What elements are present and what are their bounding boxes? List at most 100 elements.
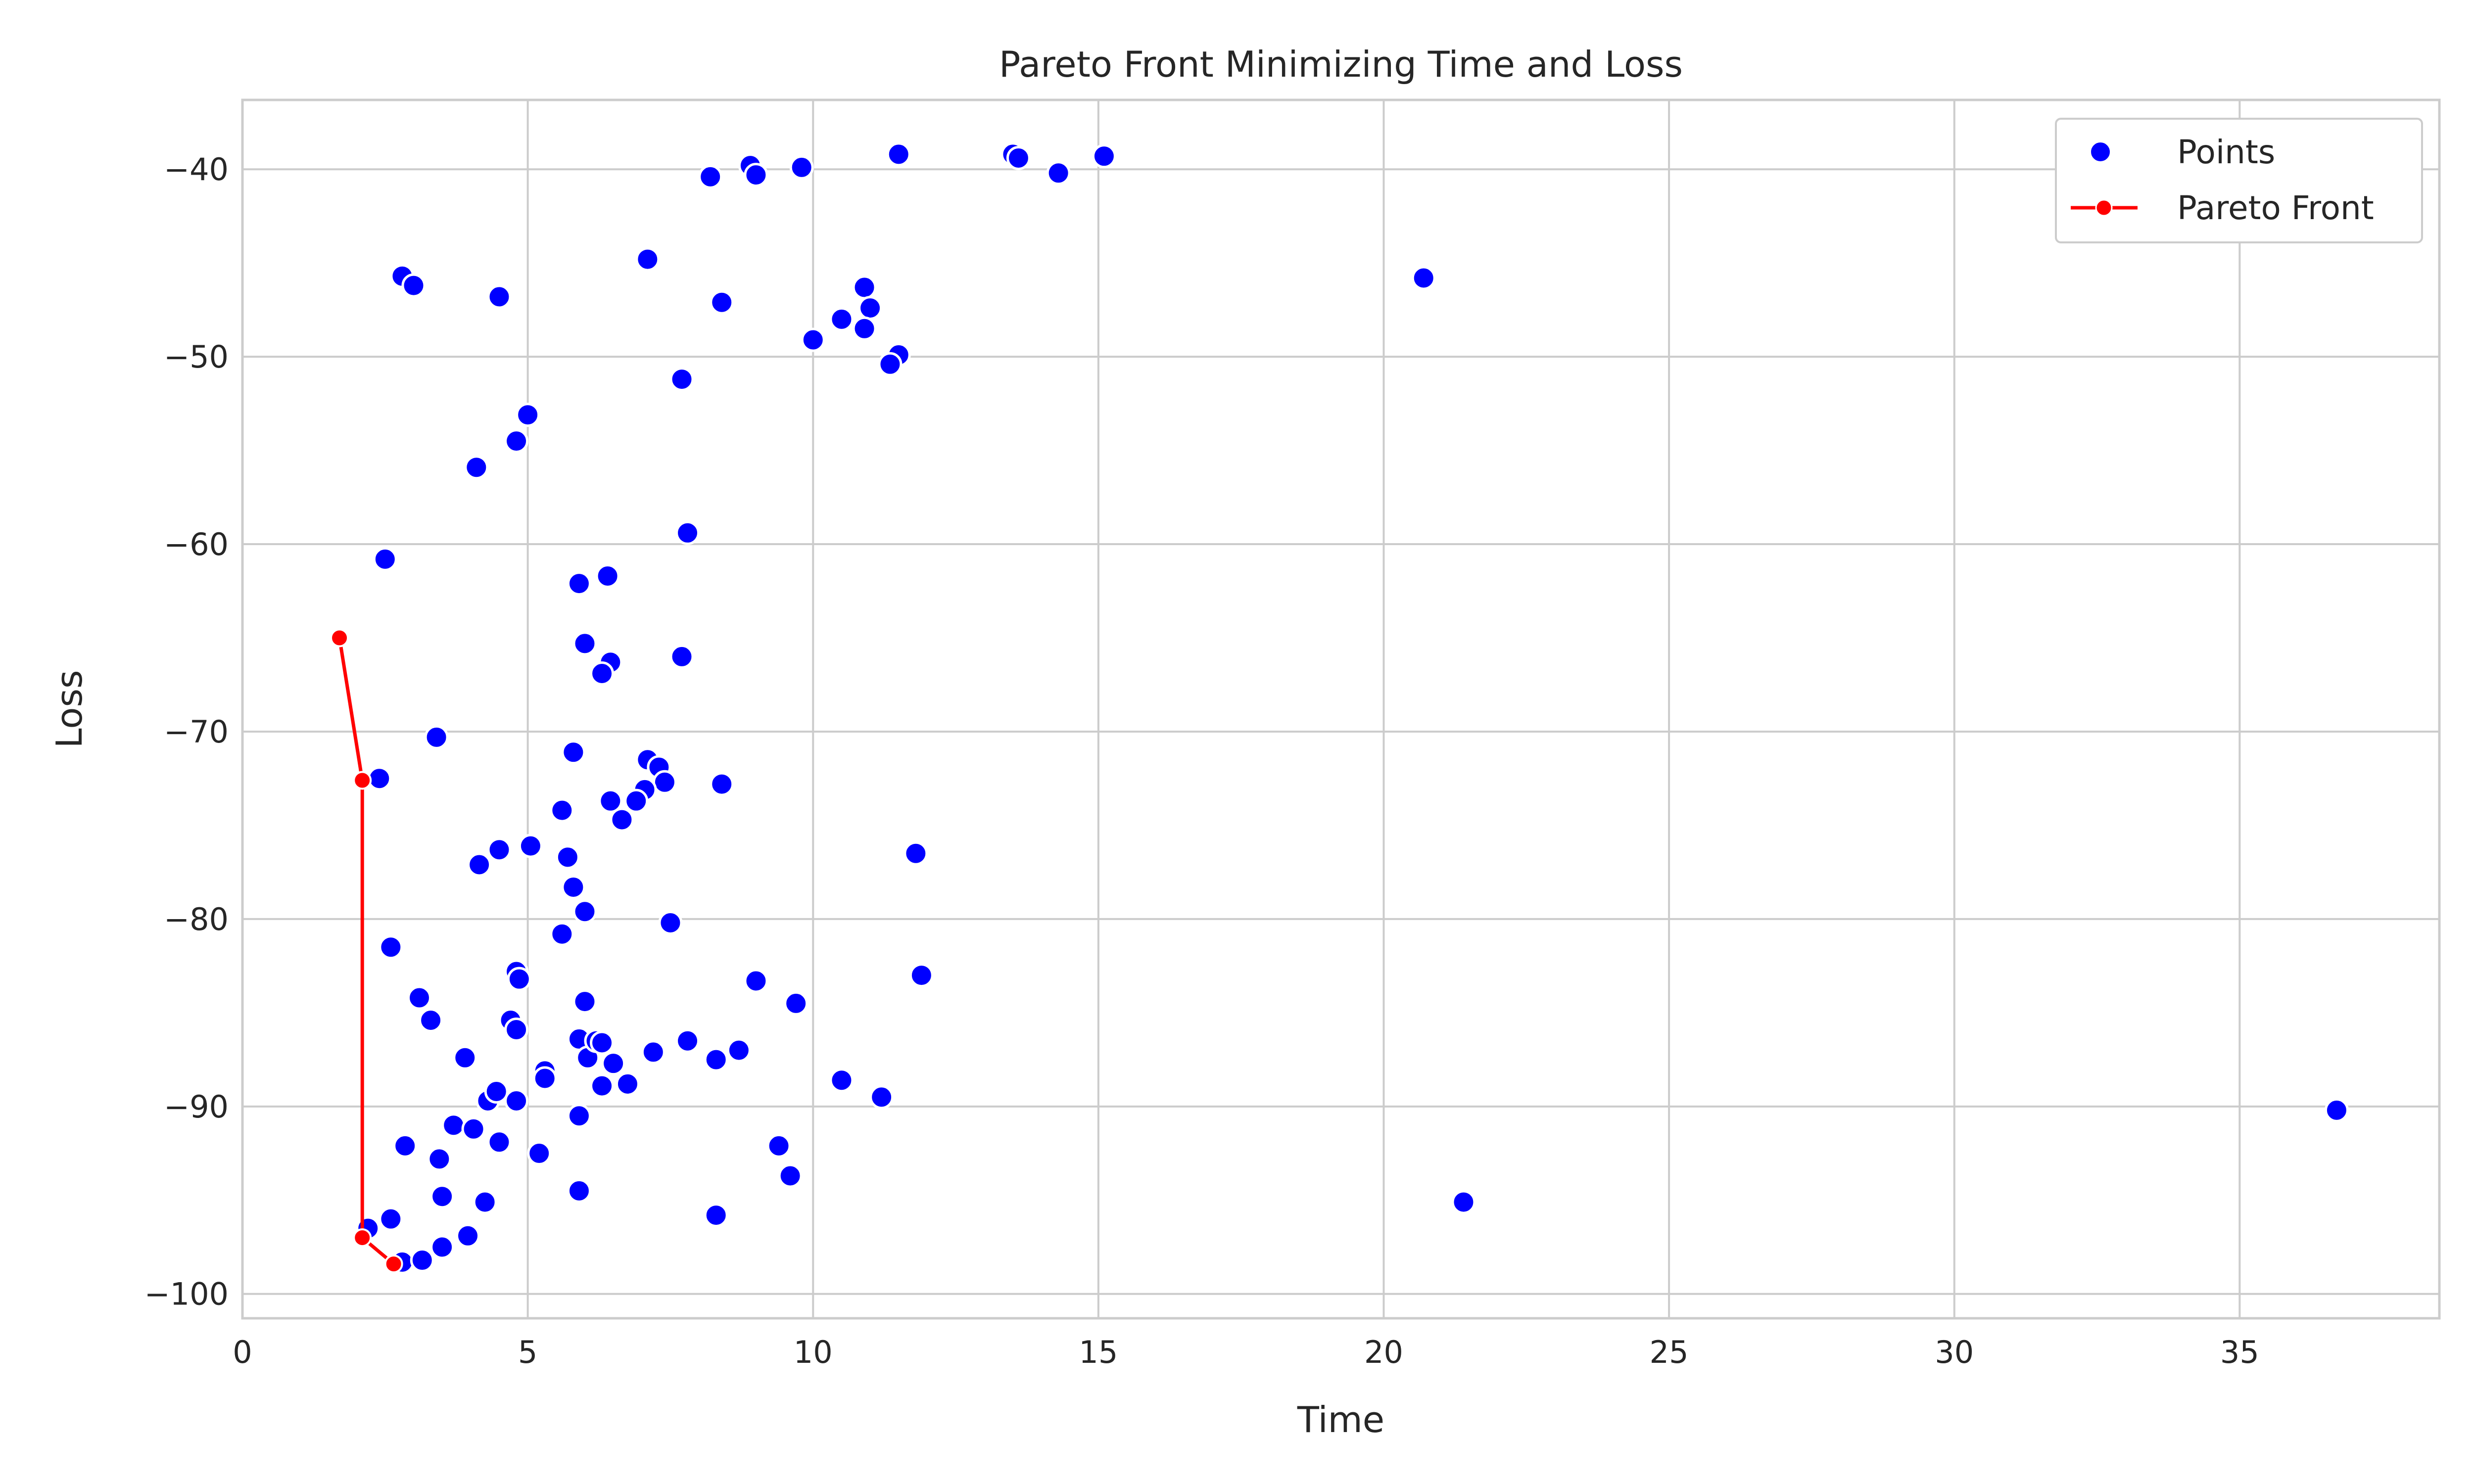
data-point	[595, 563, 620, 588]
data-point	[1451, 1190, 1476, 1214]
data-point	[572, 899, 597, 924]
data-point	[904, 841, 928, 866]
pareto-front-point	[353, 1228, 372, 1248]
data-point	[1006, 145, 1031, 170]
x-axis-label: Time	[1297, 1399, 1384, 1440]
chart-title: Pareto Front Minimizing Time and Loss	[999, 44, 1683, 85]
data-point	[590, 1073, 615, 1098]
data-point	[744, 163, 768, 187]
y-tick-label: −100	[144, 1276, 229, 1312]
x-tick-label: 15	[1079, 1334, 1118, 1370]
pareto-front-point	[384, 1254, 403, 1274]
data-point	[789, 155, 814, 180]
data-point	[601, 1051, 626, 1076]
data-point	[726, 1038, 751, 1063]
data-point	[427, 1147, 452, 1171]
legend-marker-points	[2089, 140, 2112, 163]
data-point	[419, 1008, 443, 1033]
data-point	[555, 845, 580, 870]
data-point	[461, 1116, 486, 1141]
data-point	[1092, 144, 1116, 169]
data-point	[550, 798, 574, 823]
data-point	[852, 275, 877, 300]
data-point	[704, 1203, 728, 1228]
y-tick-label: −70	[164, 714, 229, 750]
y-tick-label: −80	[164, 901, 229, 937]
legend: Points Pareto Front	[2055, 118, 2423, 243]
data-point	[379, 935, 403, 960]
data-point	[675, 520, 700, 545]
legend-box	[2055, 118, 2423, 243]
data-point	[379, 1206, 403, 1231]
tick-labels: 0 5 10 15 20 25 30 35 −40 −50 −60 −70 −80 −90 −100	[144, 151, 2259, 1370]
data-point	[487, 284, 512, 309]
x-tick-label: 5	[518, 1334, 537, 1370]
data-point	[610, 807, 634, 832]
y-tick-label: −90	[164, 1089, 229, 1125]
data-point	[561, 875, 586, 899]
legend-label-points: Points	[2177, 133, 2275, 171]
data-point	[484, 1079, 509, 1104]
data-point	[532, 1066, 557, 1091]
x-tick-label: 35	[2220, 1334, 2259, 1370]
data-point	[518, 834, 543, 858]
data-point	[669, 644, 694, 669]
y-tick-label: −50	[164, 339, 229, 375]
data-point	[1411, 266, 1436, 290]
data-point	[456, 1223, 480, 1248]
data-point	[504, 1017, 529, 1042]
y-tick-label: −60	[164, 526, 229, 562]
x-tick-label: 25	[1650, 1334, 1689, 1370]
data-point	[675, 1028, 700, 1053]
data-point	[410, 1248, 434, 1273]
data-point	[710, 290, 734, 315]
y-tick-label: −40	[164, 151, 229, 187]
data-point	[698, 164, 723, 189]
data-point	[858, 296, 883, 321]
data-point	[658, 910, 683, 935]
data-point	[550, 922, 574, 946]
data-point	[909, 963, 934, 988]
legend-marker-pareto	[2095, 199, 2113, 217]
x-tick-label: 20	[1364, 1334, 1403, 1370]
grid-layer	[241, 100, 2439, 1318]
data-point	[710, 772, 734, 796]
data-point	[852, 316, 877, 341]
data-point	[1046, 161, 1071, 186]
data-point	[869, 1085, 894, 1110]
data-point	[507, 967, 531, 991]
data-point	[590, 661, 615, 686]
pareto-front-point	[330, 628, 349, 648]
data-point	[652, 770, 677, 794]
data-point	[766, 1133, 791, 1158]
y-axis-label: Loss	[48, 670, 90, 748]
data-point	[516, 403, 540, 427]
data-point	[572, 989, 597, 1014]
data-point	[453, 1045, 477, 1070]
series-layer	[330, 142, 2349, 1274]
pareto-front-line	[337, 637, 395, 1265]
data-point	[784, 991, 809, 1016]
data-point	[567, 571, 591, 596]
data-point	[464, 455, 489, 480]
data-point	[641, 1040, 666, 1065]
data-point	[430, 1184, 455, 1209]
data-point	[878, 352, 903, 376]
data-point	[567, 1178, 591, 1203]
data-point	[407, 985, 432, 1010]
data-point	[487, 1130, 512, 1155]
x-tick-label: 10	[794, 1334, 833, 1370]
data-point	[504, 1088, 529, 1113]
data-point	[744, 969, 768, 993]
data-point	[527, 1141, 552, 1166]
data-point	[778, 1163, 803, 1188]
data-point	[567, 1104, 591, 1128]
data-point	[367, 766, 392, 791]
data-point	[615, 1071, 640, 1096]
data-point	[829, 307, 854, 331]
x-tick-label: 30	[1935, 1334, 1974, 1370]
data-point	[801, 327, 825, 352]
data-point	[561, 740, 586, 765]
data-point	[624, 788, 649, 813]
data-point	[401, 273, 426, 298]
